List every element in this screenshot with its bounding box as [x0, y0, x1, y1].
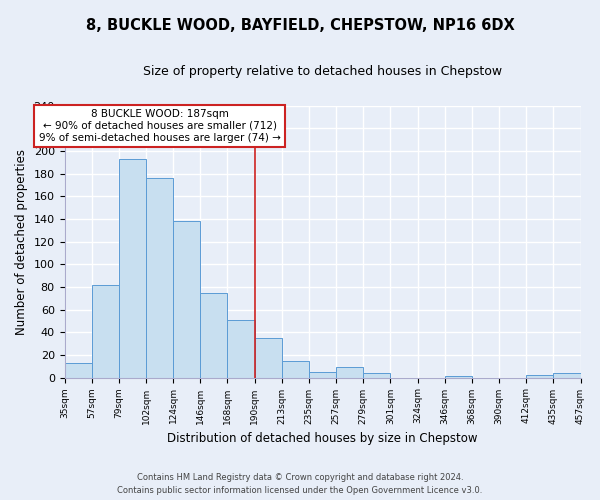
Bar: [227, 320, 254, 378]
X-axis label: Distribution of detached houses by size in Chepstow: Distribution of detached houses by size …: [167, 432, 478, 445]
Bar: [173, 221, 200, 378]
Text: Contains HM Land Registry data © Crown copyright and database right 2024.
Contai: Contains HM Land Registry data © Crown c…: [118, 474, 482, 495]
Bar: [363, 373, 391, 378]
Text: 8 BUCKLE WOOD: 187sqm
← 90% of detached houses are smaller (712)
9% of semi-deta: 8 BUCKLE WOOD: 187sqm ← 90% of detached …: [38, 110, 281, 142]
Bar: [200, 292, 227, 378]
Bar: [65, 363, 92, 378]
Title: Size of property relative to detached houses in Chepstow: Size of property relative to detached ho…: [143, 65, 502, 78]
Text: 8, BUCKLE WOOD, BAYFIELD, CHEPSTOW, NP16 6DX: 8, BUCKLE WOOD, BAYFIELD, CHEPSTOW, NP16…: [86, 18, 514, 32]
Bar: [553, 373, 581, 378]
Bar: [119, 159, 146, 378]
Bar: [282, 360, 309, 378]
Bar: [309, 372, 336, 378]
Y-axis label: Number of detached properties: Number of detached properties: [15, 148, 28, 334]
Bar: [445, 376, 472, 378]
Bar: [254, 338, 282, 378]
Bar: [336, 368, 363, 378]
Bar: [146, 178, 173, 378]
Bar: [526, 376, 553, 378]
Bar: [92, 284, 119, 378]
